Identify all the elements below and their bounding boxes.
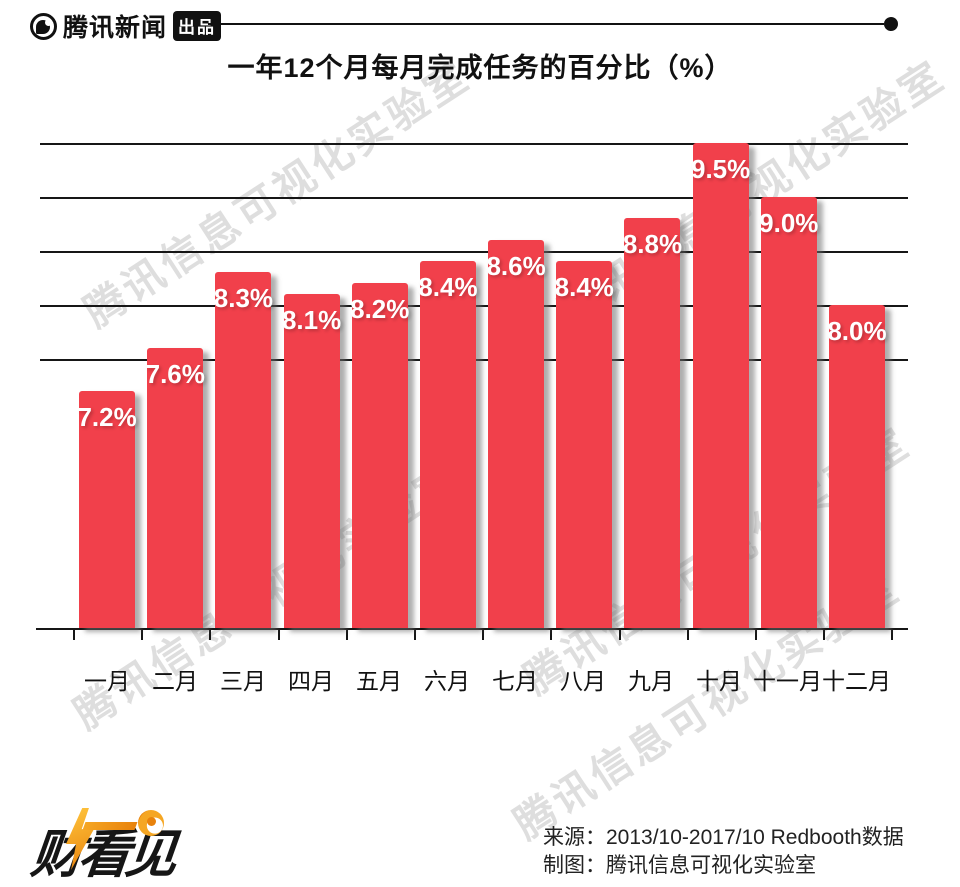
- bar-value-label: 8.4%: [418, 272, 478, 303]
- bar-cell: 9.5%: [687, 100, 755, 628]
- axis-tick: [550, 630, 553, 640]
- tencent-news-logo-icon: [30, 12, 57, 40]
- credit-line: 制图：腾讯信息可视化实验室: [543, 854, 816, 877]
- bar-cell: 7.6%: [141, 100, 209, 628]
- brand-name: 腾讯新闻: [63, 14, 168, 42]
- axis-tick: [891, 630, 894, 640]
- bar-value-label: 8.3%: [213, 283, 274, 314]
- axis-tick: [618, 630, 621, 640]
- x-axis-line: [36, 628, 908, 630]
- footer-source-block: 来源：2013/10-2017/10 Redbooth数据 制图：腾讯信息可视化…: [543, 824, 904, 880]
- bar-cell: 8.8%: [618, 100, 686, 628]
- bar-value-label: 7.2%: [77, 401, 137, 432]
- bar-value-label: 8.6%: [486, 250, 546, 281]
- bar-value-label: 8.4%: [554, 272, 614, 303]
- source-line: 来源：2013/10-2017/10 Redbooth数据: [543, 826, 904, 849]
- month-label: 八月: [560, 668, 606, 694]
- bar-十一月: 9.0%: [759, 196, 818, 628]
- bar-value-label: 8.8%: [622, 229, 683, 260]
- bar-value-label: 9.5%: [690, 153, 751, 184]
- bar-cell: 9.0%: [755, 100, 823, 628]
- bar-value-label: 8.2%: [350, 294, 410, 325]
- axis-tick: [73, 630, 75, 640]
- bar-四月: 8.1%: [282, 293, 341, 628]
- axis-tick: [686, 630, 689, 640]
- bar-二月: 7.6%: [146, 347, 205, 628]
- bar-七月: 8.6%: [486, 239, 546, 628]
- axis-tick: [482, 630, 485, 640]
- bar-cell: 8.4%: [414, 100, 482, 628]
- bar-九月: 8.8%: [623, 218, 682, 628]
- month-label: 六月: [424, 668, 470, 694]
- month-label: 一月: [84, 668, 130, 694]
- bar-value-label: 8.0%: [827, 315, 887, 346]
- axis-tick: [209, 630, 212, 640]
- bar-十月: 9.5%: [691, 142, 750, 628]
- axis-tick: [277, 630, 280, 640]
- bar-value-label: 9.0%: [759, 207, 819, 238]
- bar-六月: 8.4%: [418, 261, 478, 628]
- axis-tick: [823, 630, 826, 640]
- month-label: 二月: [152, 668, 198, 694]
- gridline: [40, 196, 908, 199]
- axis-tick: [141, 630, 144, 640]
- bar-cell: 8.0%: [823, 100, 891, 628]
- bar-cell: 8.6%: [482, 100, 550, 628]
- bar-cell: 8.2%: [346, 100, 414, 628]
- caikanjian-logo: 财看见: [28, 806, 202, 884]
- month-label: 十一月: [753, 668, 822, 694]
- month-label: 三月: [220, 668, 266, 694]
- axis-tick: [755, 630, 757, 640]
- axis-tick: [345, 630, 348, 640]
- month-label: 十二月: [822, 668, 891, 694]
- gridline: [40, 250, 908, 253]
- bar-三月: 8.3%: [214, 272, 273, 628]
- bar-cell: 7.2%: [73, 100, 141, 628]
- bars-row: 7.2% 7.6% 8.3% 8.1% 8.2% 8.4% 8.6% 8.4% 8.8% 9.5%…: [73, 100, 891, 628]
- bar-五月: 8.2%: [350, 283, 409, 628]
- logo-ribbon-icon: [82, 822, 138, 830]
- header-rule: [208, 23, 884, 25]
- month-label: 四月: [288, 668, 334, 694]
- produced-by-badge: 出品: [173, 11, 222, 41]
- bar-value-label: 7.6%: [145, 358, 205, 389]
- axis-tick: [414, 630, 416, 640]
- chart-title: 一年12个月每月完成任务的百分比（%）: [227, 53, 733, 83]
- x-axis-labels: 一月 二月 三月 四月 五月 六月 七月 八月 九月 十月 十一月 十二月: [73, 662, 891, 696]
- header-end-dot-icon: [884, 17, 898, 31]
- logo-eye-icon: [138, 810, 164, 836]
- gridline: [40, 142, 908, 145]
- bar-八月: 8.4%: [555, 261, 614, 628]
- bar-value-label: 8.1%: [281, 304, 342, 335]
- bar-cell: 8.4%: [550, 100, 618, 628]
- bar-一月: 7.2%: [77, 390, 137, 628]
- header: 腾讯新闻 出品: [30, 8, 930, 42]
- month-label: 七月: [492, 668, 538, 694]
- bar-十二月: 8.0%: [827, 304, 887, 628]
- plot-area: 7.2% 7.6% 8.3% 8.1% 8.2% 8.4% 8.6% 8.4% 8.8% 9.5%…: [36, 100, 908, 640]
- brand: 腾讯新闻 出品: [30, 8, 222, 44]
- month-label: 十月: [696, 668, 742, 694]
- month-label: 九月: [628, 668, 674, 694]
- bar-cell: 8.1%: [278, 100, 346, 628]
- month-label: 五月: [356, 668, 402, 694]
- bar-cell: 8.3%: [209, 100, 277, 628]
